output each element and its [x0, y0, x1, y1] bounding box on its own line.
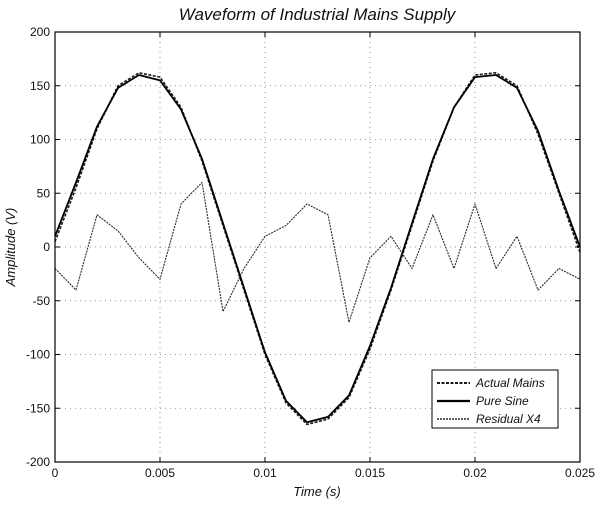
series-line-residual-x4 — [54, 181, 581, 323]
legend-label: Pure Sine — [476, 394, 529, 408]
y-tick-label: -150 — [26, 401, 50, 415]
x-tick-label: 0.025 — [565, 466, 595, 480]
y-tick-label: -100 — [26, 348, 50, 362]
y-tick-label: -50 — [33, 294, 51, 308]
chart-title: Waveform of Industrial Mains Supply — [179, 5, 457, 24]
y-tick-label: 200 — [30, 25, 50, 39]
y-axis-label: Amplitude (V) — [3, 208, 18, 288]
x-axis-label: Time (s) — [293, 484, 341, 499]
x-tick-label: 0.01 — [253, 466, 277, 480]
x-tick-label: 0.005 — [145, 466, 175, 480]
series-line-pure-sine — [54, 74, 581, 424]
y-tick-label: 50 — [37, 186, 51, 200]
legend-label: Residual X4 — [476, 412, 541, 426]
x-tick-label: 0.02 — [463, 466, 487, 480]
grid-lines — [55, 32, 580, 462]
legend: Actual Mains Pure Sine Residual X4 — [431, 369, 559, 429]
x-tick-label: 0 — [52, 466, 59, 480]
y-tick-label: 100 — [30, 133, 50, 147]
y-tick-label: -200 — [26, 455, 50, 469]
x-tick-label: 0.015 — [355, 466, 385, 480]
series-line-actual-mains — [54, 72, 581, 426]
legend-label: Actual Mains — [475, 376, 545, 390]
axis-ticks: 0 0.005 0.01 0.015 0.02 0.025 -200 -150 -100 -50 0… — [26, 25, 595, 480]
y-tick-label: 0 — [43, 240, 50, 254]
y-tick-label: 150 — [30, 79, 50, 93]
series-lines — [54, 72, 581, 426]
